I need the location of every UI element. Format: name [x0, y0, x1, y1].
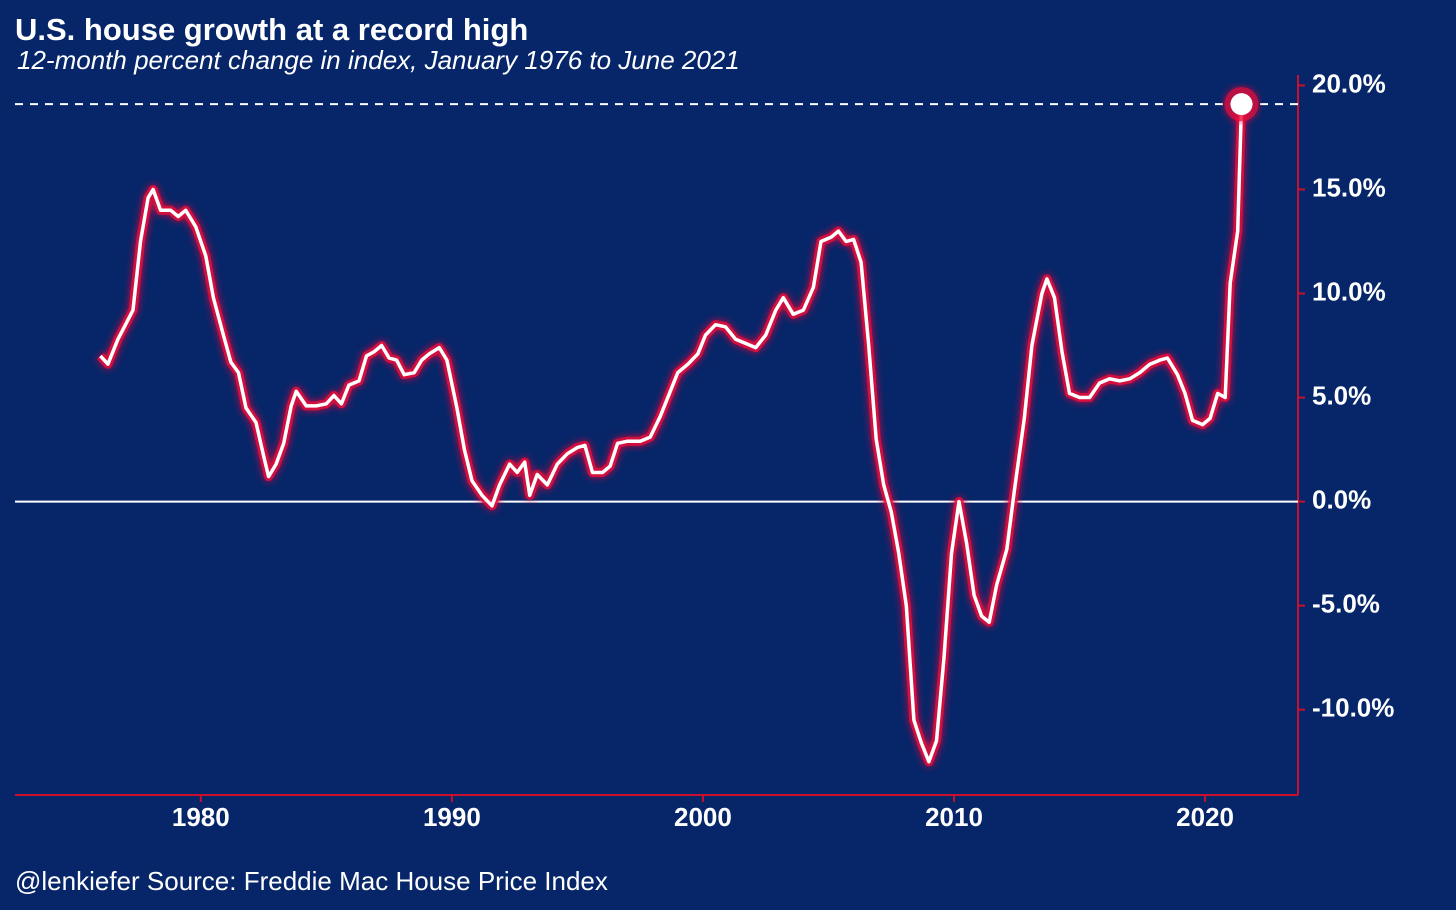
caption: @lenkiefer Source: Freddie Mac House Pri… [15, 866, 608, 896]
chart-title: U.S. house growth at a record high [15, 12, 528, 47]
y-tick-label: 0.0% [1312, 484, 1371, 514]
y-tick-label: 10.0% [1312, 276, 1386, 306]
y-tick-label: -10.0% [1312, 693, 1394, 723]
chart-subtitle: 12-month percent change in index, Januar… [17, 45, 740, 75]
line-glow [97, 103, 1246, 767]
line [99, 104, 1244, 764]
x-tick-label: 2000 [674, 802, 732, 832]
y-tick-label: 20.0% [1312, 68, 1386, 98]
point [1230, 93, 1253, 116]
x-tick-label: 1980 [172, 802, 230, 832]
y-tick-label: -5.0% [1312, 589, 1380, 619]
x-tick-label: 2020 [1176, 802, 1234, 832]
x-tick-label: 2010 [925, 802, 983, 832]
y-tick-label: 15.0% [1312, 172, 1386, 202]
y-tick-label: 5.0% [1312, 380, 1371, 410]
x-tick-label: 1990 [423, 802, 481, 832]
